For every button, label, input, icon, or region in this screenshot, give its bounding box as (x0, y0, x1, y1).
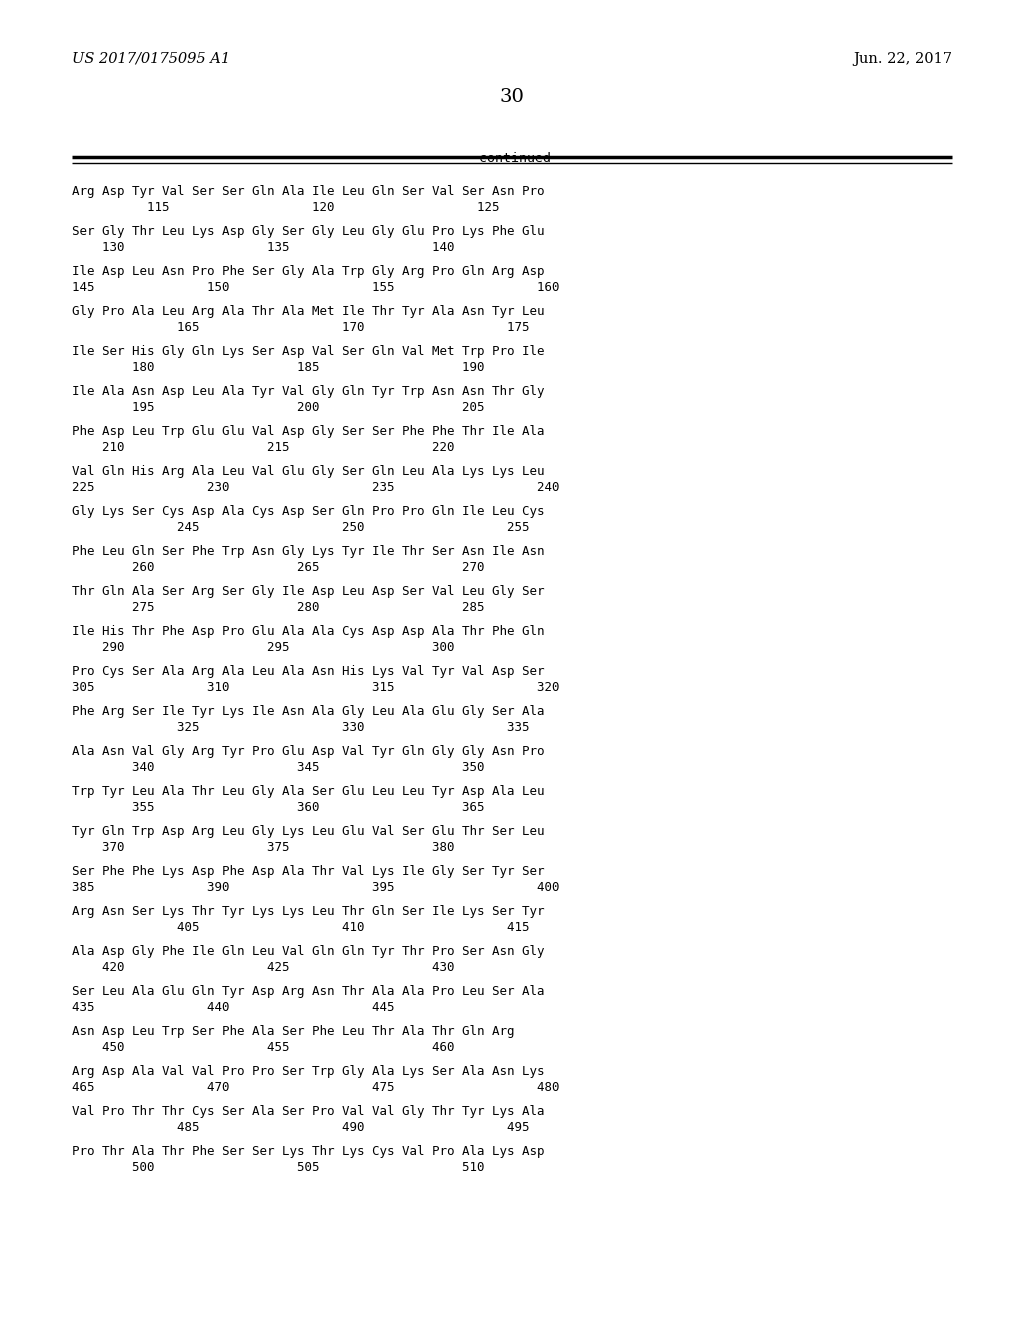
Text: 260                   265                   270: 260 265 270 (72, 561, 484, 574)
Text: Asn Asp Leu Trp Ser Phe Ala Ser Phe Leu Thr Ala Thr Gln Arg: Asn Asp Leu Trp Ser Phe Ala Ser Phe Leu … (72, 1026, 514, 1038)
Text: 245                   250                   255: 245 250 255 (72, 521, 529, 535)
Text: 145               150                   155                   160: 145 150 155 160 (72, 281, 559, 294)
Text: Arg Asp Tyr Val Ser Ser Gln Ala Ile Leu Gln Ser Val Ser Asn Pro: Arg Asp Tyr Val Ser Ser Gln Ala Ile Leu … (72, 185, 545, 198)
Text: Phe Leu Gln Ser Phe Trp Asn Gly Lys Tyr Ile Thr Ser Asn Ile Asn: Phe Leu Gln Ser Phe Trp Asn Gly Lys Tyr … (72, 545, 545, 558)
Text: 130                   135                   140: 130 135 140 (72, 242, 455, 253)
Text: Phe Arg Ser Ile Tyr Lys Ile Asn Ala Gly Leu Ala Glu Gly Ser Ala: Phe Arg Ser Ile Tyr Lys Ile Asn Ala Gly … (72, 705, 545, 718)
Text: Trp Tyr Leu Ala Thr Leu Gly Ala Ser Glu Leu Leu Tyr Asp Ala Leu: Trp Tyr Leu Ala Thr Leu Gly Ala Ser Glu … (72, 785, 545, 799)
Text: 420                   425                   430: 420 425 430 (72, 961, 455, 974)
Text: Val Gln His Arg Ala Leu Val Glu Gly Ser Gln Leu Ala Lys Lys Leu: Val Gln His Arg Ala Leu Val Glu Gly Ser … (72, 465, 545, 478)
Text: 275                   280                   285: 275 280 285 (72, 601, 484, 614)
Text: 115                   120                   125: 115 120 125 (72, 201, 500, 214)
Text: 325                   330                   335: 325 330 335 (72, 721, 529, 734)
Text: 385               390                   395                   400: 385 390 395 400 (72, 880, 559, 894)
Text: 225               230                   235                   240: 225 230 235 240 (72, 480, 559, 494)
Text: Ala Asn Val Gly Arg Tyr Pro Glu Asp Val Tyr Gln Gly Gly Asn Pro: Ala Asn Val Gly Arg Tyr Pro Glu Asp Val … (72, 744, 545, 758)
Text: Ile Ala Asn Asp Leu Ala Tyr Val Gly Gln Tyr Trp Asn Asn Thr Gly: Ile Ala Asn Asp Leu Ala Tyr Val Gly Gln … (72, 385, 545, 399)
Text: Val Pro Thr Thr Cys Ser Ala Ser Pro Val Val Gly Thr Tyr Lys Ala: Val Pro Thr Thr Cys Ser Ala Ser Pro Val … (72, 1105, 545, 1118)
Text: Ile Ser His Gly Gln Lys Ser Asp Val Ser Gln Val Met Trp Pro Ile: Ile Ser His Gly Gln Lys Ser Asp Val Ser … (72, 345, 545, 358)
Text: Pro Cys Ser Ala Arg Ala Leu Ala Asn His Lys Val Tyr Val Asp Ser: Pro Cys Ser Ala Arg Ala Leu Ala Asn His … (72, 665, 545, 678)
Text: Thr Gln Ala Ser Arg Ser Gly Ile Asp Leu Asp Ser Val Leu Gly Ser: Thr Gln Ala Ser Arg Ser Gly Ile Asp Leu … (72, 585, 545, 598)
Text: 30: 30 (500, 88, 524, 106)
Text: Arg Asn Ser Lys Thr Tyr Lys Lys Leu Thr Gln Ser Ile Lys Ser Tyr: Arg Asn Ser Lys Thr Tyr Lys Lys Leu Thr … (72, 906, 545, 917)
Text: 180                   185                   190: 180 185 190 (72, 360, 484, 374)
Text: 195                   200                   205: 195 200 205 (72, 401, 484, 414)
Text: 355                   360                   365: 355 360 365 (72, 801, 484, 814)
Text: 370                   375                   380: 370 375 380 (72, 841, 455, 854)
Text: 435               440                   445: 435 440 445 (72, 1001, 394, 1014)
Text: Ser Leu Ala Glu Gln Tyr Asp Arg Asn Thr Ala Ala Pro Leu Ser Ala: Ser Leu Ala Glu Gln Tyr Asp Arg Asn Thr … (72, 985, 545, 998)
Text: 405                   410                   415: 405 410 415 (72, 921, 529, 935)
Text: US 2017/0175095 A1: US 2017/0175095 A1 (72, 51, 230, 66)
Text: Tyr Gln Trp Asp Arg Leu Gly Lys Leu Glu Val Ser Glu Thr Ser Leu: Tyr Gln Trp Asp Arg Leu Gly Lys Leu Glu … (72, 825, 545, 838)
Text: Arg Asp Ala Val Val Pro Pro Ser Trp Gly Ala Lys Ser Ala Asn Lys: Arg Asp Ala Val Val Pro Pro Ser Trp Gly … (72, 1065, 545, 1078)
Text: 290                   295                   300: 290 295 300 (72, 642, 455, 653)
Text: 500                   505                   510: 500 505 510 (72, 1162, 484, 1173)
Text: Gly Pro Ala Leu Arg Ala Thr Ala Met Ile Thr Tyr Ala Asn Tyr Leu: Gly Pro Ala Leu Arg Ala Thr Ala Met Ile … (72, 305, 545, 318)
Text: 465               470                   475                   480: 465 470 475 480 (72, 1081, 559, 1094)
Text: -continued: -continued (472, 152, 552, 165)
Text: Pro Thr Ala Thr Phe Ser Ser Lys Thr Lys Cys Val Pro Ala Lys Asp: Pro Thr Ala Thr Phe Ser Ser Lys Thr Lys … (72, 1144, 545, 1158)
Text: Ala Asp Gly Phe Ile Gln Leu Val Gln Gln Tyr Thr Pro Ser Asn Gly: Ala Asp Gly Phe Ile Gln Leu Val Gln Gln … (72, 945, 545, 958)
Text: Ser Gly Thr Leu Lys Asp Gly Ser Gly Leu Gly Glu Pro Lys Phe Glu: Ser Gly Thr Leu Lys Asp Gly Ser Gly Leu … (72, 224, 545, 238)
Text: 450                   455                   460: 450 455 460 (72, 1041, 455, 1053)
Text: Ile His Thr Phe Asp Pro Glu Ala Ala Cys Asp Asp Ala Thr Phe Gln: Ile His Thr Phe Asp Pro Glu Ala Ala Cys … (72, 624, 545, 638)
Text: Ile Asp Leu Asn Pro Phe Ser Gly Ala Trp Gly Arg Pro Gln Arg Asp: Ile Asp Leu Asn Pro Phe Ser Gly Ala Trp … (72, 265, 545, 279)
Text: Ser Phe Phe Lys Asp Phe Asp Ala Thr Val Lys Ile Gly Ser Tyr Ser: Ser Phe Phe Lys Asp Phe Asp Ala Thr Val … (72, 865, 545, 878)
Text: 340                   345                   350: 340 345 350 (72, 762, 484, 774)
Text: Gly Lys Ser Cys Asp Ala Cys Asp Ser Gln Pro Pro Gln Ile Leu Cys: Gly Lys Ser Cys Asp Ala Cys Asp Ser Gln … (72, 506, 545, 517)
Text: Phe Asp Leu Trp Glu Glu Val Asp Gly Ser Ser Phe Phe Thr Ile Ala: Phe Asp Leu Trp Glu Glu Val Asp Gly Ser … (72, 425, 545, 438)
Text: 165                   170                   175: 165 170 175 (72, 321, 529, 334)
Text: 485                   490                   495: 485 490 495 (72, 1121, 529, 1134)
Text: 210                   215                   220: 210 215 220 (72, 441, 455, 454)
Text: 305               310                   315                   320: 305 310 315 320 (72, 681, 559, 694)
Text: Jun. 22, 2017: Jun. 22, 2017 (853, 51, 952, 66)
